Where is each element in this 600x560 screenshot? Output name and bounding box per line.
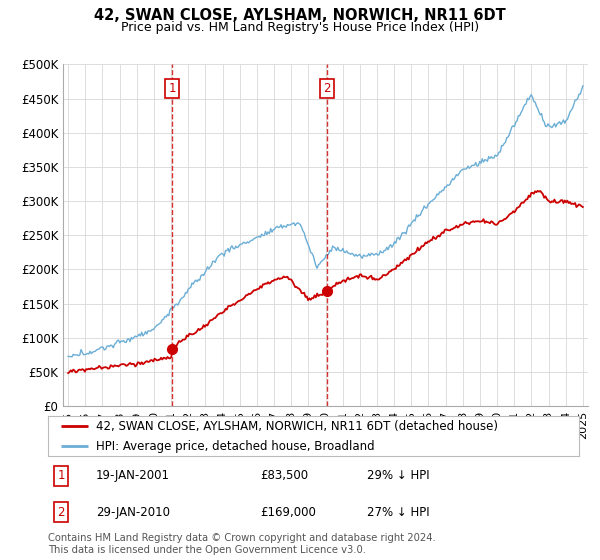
Text: £83,500: £83,500 (260, 469, 308, 482)
Text: 42, SWAN CLOSE, AYLSHAM, NORWICH, NR11 6DT (detached house): 42, SWAN CLOSE, AYLSHAM, NORWICH, NR11 6… (96, 419, 498, 433)
Text: Price paid vs. HM Land Registry's House Price Index (HPI): Price paid vs. HM Land Registry's House … (121, 21, 479, 34)
Text: 2: 2 (323, 82, 331, 95)
Text: 42, SWAN CLOSE, AYLSHAM, NORWICH, NR11 6DT: 42, SWAN CLOSE, AYLSHAM, NORWICH, NR11 6… (94, 8, 506, 24)
Text: 1: 1 (168, 82, 176, 95)
Text: 29-JAN-2010: 29-JAN-2010 (96, 506, 170, 519)
Text: HPI: Average price, detached house, Broadland: HPI: Average price, detached house, Broa… (96, 440, 374, 453)
Text: 1: 1 (58, 469, 65, 482)
Text: 2: 2 (58, 506, 65, 519)
Text: 27% ↓ HPI: 27% ↓ HPI (367, 506, 429, 519)
Text: 29% ↓ HPI: 29% ↓ HPI (367, 469, 429, 482)
Text: £169,000: £169,000 (260, 506, 316, 519)
Text: Contains HM Land Registry data © Crown copyright and database right 2024.
This d: Contains HM Land Registry data © Crown c… (48, 533, 436, 555)
Text: 19-JAN-2001: 19-JAN-2001 (96, 469, 170, 482)
